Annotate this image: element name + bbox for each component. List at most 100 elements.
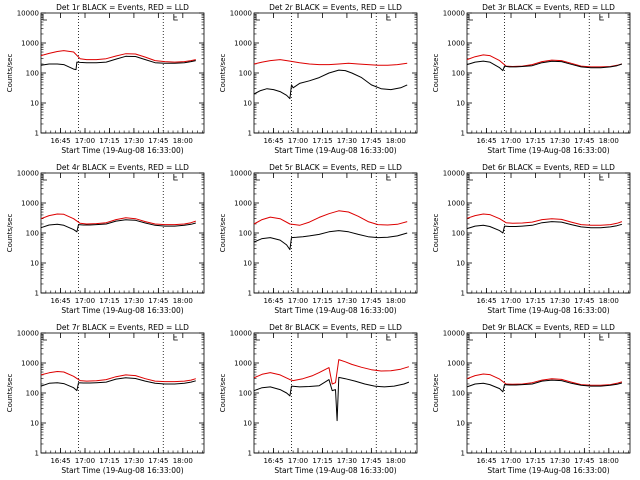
x-axis-label: Start Time (19-Aug-08 16:33:00) xyxy=(274,306,396,315)
start-marker xyxy=(255,174,260,181)
y-tick-label: 1000 xyxy=(447,200,465,208)
x-tick-label: 17:15 xyxy=(312,137,332,145)
series-lld-line xyxy=(253,359,410,385)
y-tick-label: 100 xyxy=(26,390,39,398)
x-tick-label: 17:30 xyxy=(124,137,144,145)
start-marker xyxy=(468,334,473,341)
x-tick-label: 17:15 xyxy=(525,137,545,145)
start-marker xyxy=(255,334,260,341)
y-axis-label: Counts/sec xyxy=(432,214,440,253)
x-tick-label: 17:45 xyxy=(574,297,594,305)
x-tick-label: 18:00 xyxy=(173,137,193,145)
x-tick-label: 18:00 xyxy=(386,137,406,145)
x-tick-label: 18:00 xyxy=(386,457,406,465)
x-tick-label: 18:00 xyxy=(599,297,619,305)
x-tick-label: 18:00 xyxy=(599,457,619,465)
y-axis-label: Counts/sec xyxy=(432,54,440,93)
y-tick-label: 1 xyxy=(35,290,39,298)
y-tick-label: 100 xyxy=(26,70,39,78)
y-axis-label: Counts/sec xyxy=(432,374,440,413)
y-tick-label: 1000 xyxy=(234,360,252,368)
panel-4: Det 4r BLACK = Events, RED = LLD 1 10 100 10… xyxy=(6,163,205,315)
series-events-line xyxy=(40,55,196,71)
start-marker xyxy=(42,174,47,181)
x-axis-label: Start Time (19-Aug-08 16:33:00) xyxy=(274,146,396,155)
y-tick-label: 1000 xyxy=(21,360,39,368)
plot-frame xyxy=(466,332,631,454)
chart-title: Det 7r BLACK = Events, RED = LLD xyxy=(56,323,189,332)
y-tick-label: 10000 xyxy=(443,10,465,18)
chart-title: Det 4r BLACK = Events, RED = LLD xyxy=(56,163,189,172)
x-tick-label: 17:30 xyxy=(337,297,357,305)
y-tick-label: 10 xyxy=(30,420,39,428)
y-tick-label: 100 xyxy=(452,70,465,78)
x-tick-label: 16:45 xyxy=(476,457,496,465)
end-marker xyxy=(599,334,604,341)
x-tick-label: 17:45 xyxy=(574,137,594,145)
end-marker xyxy=(386,14,391,21)
series-lld-line xyxy=(253,59,408,66)
x-tick-label: 18:00 xyxy=(386,297,406,305)
x-tick-label: 18:00 xyxy=(599,137,619,145)
x-tick-label: 17:45 xyxy=(148,137,168,145)
x-tick-label: 16:45 xyxy=(476,297,496,305)
x-tick-label: 16:45 xyxy=(50,137,70,145)
y-axis-label: Counts/sec xyxy=(219,374,227,413)
x-tick-label: 17:45 xyxy=(148,457,168,465)
panel-9: Det 9r BLACK = Events, RED = LLD 1 10 100 10… xyxy=(432,323,631,475)
x-tick-label: 16:45 xyxy=(263,457,283,465)
plot-frame xyxy=(40,332,205,454)
chart-title: Det 6r BLACK = Events, RED = LLD xyxy=(482,163,615,172)
end-marker xyxy=(173,174,178,181)
x-axis-label: Start Time (19-Aug-08 16:33:00) xyxy=(274,466,396,475)
chart-title: Det 8r BLACK = Events, RED = LLD xyxy=(269,323,402,332)
series-events-line xyxy=(466,379,623,393)
y-tick-label: 10000 xyxy=(230,10,252,18)
y-tick-label: 1 xyxy=(461,290,465,298)
plot-frame xyxy=(253,12,418,134)
series-lld-line xyxy=(40,371,196,383)
y-tick-label: 1 xyxy=(248,130,252,138)
y-tick-label: 1000 xyxy=(234,40,252,48)
x-axis-label: Start Time (19-Aug-08 16:33:00) xyxy=(487,306,609,315)
panel-8: Det 8r BLACK = Events, RED = LLD 1 10 100 10… xyxy=(219,323,418,475)
panel-1: Det 1r BLACK = Events, RED = LLD 1 10 100 10… xyxy=(6,3,205,155)
x-tick-label: 17:30 xyxy=(124,297,144,305)
x-tick-label: 17:45 xyxy=(148,297,168,305)
x-tick-label: 17:00 xyxy=(75,137,95,145)
x-tick-label: 17:00 xyxy=(288,297,308,305)
y-tick-label: 10000 xyxy=(443,330,465,338)
end-marker xyxy=(386,334,391,341)
x-tick-label: 17:15 xyxy=(99,457,119,465)
x-tick-label: 17:45 xyxy=(574,457,594,465)
start-marker xyxy=(255,14,260,21)
y-tick-label: 1000 xyxy=(234,200,252,208)
plot-frame xyxy=(40,172,205,294)
y-tick-label: 10000 xyxy=(230,330,252,338)
x-tick-label: 17:00 xyxy=(288,457,308,465)
chart-title: Det 9r BLACK = Events, RED = LLD xyxy=(482,323,615,332)
y-tick-label: 10000 xyxy=(17,10,39,18)
plot-frame xyxy=(466,12,631,134)
end-marker xyxy=(599,14,604,21)
x-tick-label: 17:00 xyxy=(75,297,95,305)
x-tick-label: 17:30 xyxy=(124,457,144,465)
start-marker xyxy=(468,14,473,21)
y-tick-label: 100 xyxy=(239,230,252,238)
series-lld-line xyxy=(466,54,623,68)
x-tick-label: 16:45 xyxy=(476,137,496,145)
series-events-line xyxy=(253,230,408,251)
y-tick-label: 1 xyxy=(461,450,465,458)
series-lld-line xyxy=(466,213,623,226)
x-tick-label: 17:15 xyxy=(525,297,545,305)
y-tick-label: 100 xyxy=(239,70,252,78)
panel-2: Det 2r BLACK = Events, RED = LLD 1 10 100 10… xyxy=(219,3,418,155)
y-tick-label: 10000 xyxy=(230,170,252,178)
x-tick-label: 17:15 xyxy=(525,457,545,465)
chart-title: Det 5r BLACK = Events, RED = LLD xyxy=(269,163,402,172)
y-tick-label: 10 xyxy=(243,100,252,108)
series-lld-line xyxy=(40,50,196,63)
y-tick-label: 1000 xyxy=(21,200,39,208)
series-events-line xyxy=(466,60,623,72)
